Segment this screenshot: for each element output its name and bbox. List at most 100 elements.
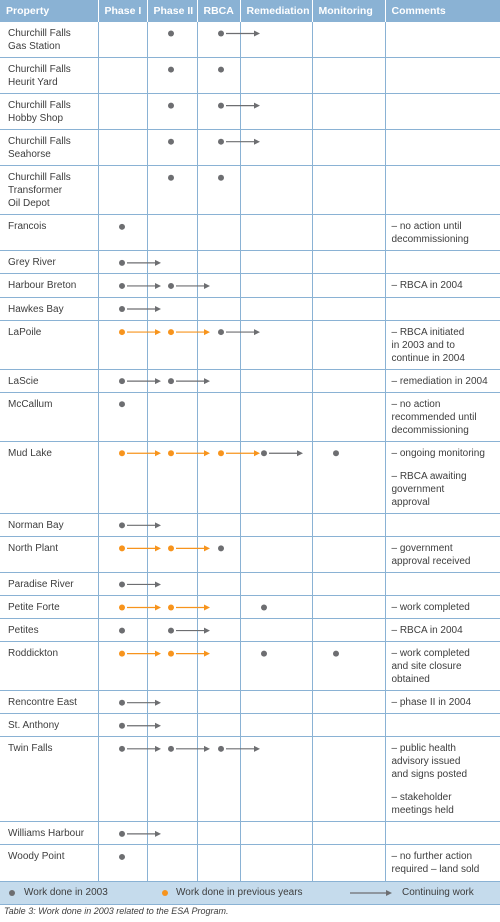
comment-line: decommissioning — [391, 234, 469, 246]
rbca-cell — [196, 441, 240, 514]
comments-cell: – government approval received — [384, 536, 500, 573]
monitoring-cell — [311, 273, 385, 298]
table-row: Petite Forte – work completed — [0, 595, 500, 620]
phase2-cell — [146, 297, 197, 321]
property-cell: Churchill Falls Gas Station — [0, 22, 98, 59]
monitoring-cell — [311, 713, 385, 738]
rbca-cell — [196, 250, 240, 275]
property-name-line: Seahorse — [8, 149, 51, 161]
property-cell: Petites — [0, 618, 98, 643]
phase1-cell — [97, 595, 147, 620]
phase2-cell — [146, 129, 197, 167]
remediation-cell — [239, 165, 312, 216]
rbca-cell — [196, 536, 240, 573]
property-cell: St. Anthony — [0, 713, 98, 738]
table-row: McCallum – no action recommended until deco… — [0, 392, 500, 442]
property-name-line: Heurit Yard — [8, 77, 58, 89]
comments-cell: – remediation in 2004 — [384, 369, 500, 393]
rbca-cell — [196, 513, 240, 537]
remediation-cell — [239, 297, 312, 321]
remediation-cell — [239, 844, 312, 882]
comment-line: in 2003 and to — [391, 339, 455, 351]
remediation-cell — [239, 736, 312, 823]
rbca-cell — [196, 690, 240, 715]
monitoring-cell — [311, 165, 385, 216]
property-cell: McCallum — [0, 392, 98, 442]
comments-cell: – phase II in 2004 — [384, 690, 500, 715]
monitoring-cell — [311, 22, 385, 59]
comment-line: – no further action — [391, 851, 473, 863]
header-monitoring: Monitoring — [311, 0, 385, 22]
comments-cell — [384, 821, 500, 846]
comment-line: government — [391, 483, 445, 495]
rbca-cell — [196, 713, 240, 738]
comment-line: – RBCA in 2004 — [391, 625, 463, 637]
phase1-cell — [97, 250, 147, 275]
table-row: Paradise River — [0, 572, 500, 597]
property-name-line: St. Anthony — [8, 720, 60, 732]
property-cell: Churchill Falls Hobby Shop — [0, 93, 98, 131]
phase2-cell — [146, 250, 197, 275]
table-row: Harbour Breton – RBCA in 2004 — [0, 273, 500, 298]
phase2-cell — [146, 690, 197, 715]
comment-line: – stakeholder — [391, 792, 452, 804]
comments-cell: – work completed and site closure obtained — [384, 641, 500, 692]
phase1-cell — [97, 690, 147, 715]
comments-cell: – no action until decommissioning — [384, 214, 500, 252]
rbca-cell — [196, 22, 240, 59]
remediation-cell — [239, 572, 312, 597]
comments-cell: – work completed — [384, 595, 500, 620]
property-name-line: McCallum — [8, 398, 53, 410]
phase1-cell — [97, 369, 147, 393]
property-name-line: Rencontre East — [8, 697, 77, 709]
comments-cell: – public health advisory issued and signs … — [384, 736, 500, 823]
comment-line: meetings held — [391, 805, 454, 817]
comment-line: advisory issued — [391, 756, 461, 768]
monitoring-cell — [311, 572, 385, 597]
comment-line: obtained — [391, 674, 430, 686]
remediation-cell — [239, 214, 312, 252]
comment-line: decommissioning — [391, 424, 469, 436]
property-cell: Petite Forte — [0, 595, 98, 620]
phase1-cell — [97, 320, 147, 370]
remediation-cell — [239, 392, 312, 442]
rbca-cell — [196, 214, 240, 252]
rbca-cell — [196, 572, 240, 597]
header-phase-1: Phase I — [97, 0, 147, 22]
phase1-cell — [97, 713, 147, 738]
monitoring-cell — [311, 297, 385, 321]
property-name-line: Churchill Falls — [8, 28, 71, 39]
monitoring-cell — [311, 129, 385, 167]
phase1-cell — [97, 844, 147, 882]
comment-line: – RBCA awaiting — [391, 470, 467, 482]
table-row: Woody Point – no further action required –… — [0, 844, 500, 882]
phase2-cell — [146, 214, 197, 252]
phase2-cell — [146, 369, 197, 393]
comment-line: – public health — [391, 743, 457, 755]
legend-previous-dot-icon — [162, 890, 168, 896]
monitoring-cell — [311, 844, 385, 882]
rbca-cell — [196, 165, 240, 216]
comments-cell — [384, 250, 500, 275]
table-header-row: Property Phase I Phase II RBCA Remediati… — [0, 0, 500, 22]
property-name-line: Churchill Falls — [8, 64, 71, 76]
property-cell: Rencontre East — [0, 690, 98, 715]
table-row: Francois – no action until decommissioning — [0, 214, 500, 252]
rbca-cell — [196, 736, 240, 823]
monitoring-cell — [311, 821, 385, 846]
monitoring-cell — [311, 93, 385, 131]
property-cell: LaPoile — [0, 320, 98, 370]
property-name-line: Hobby Shop — [8, 113, 64, 125]
property-cell: Twin Falls — [0, 736, 98, 823]
phase2-cell — [146, 441, 197, 514]
table-row: Churchill Falls Seahorse — [0, 129, 500, 167]
phase2-cell — [146, 273, 197, 298]
property-cell: Harbour Breton — [0, 273, 98, 298]
remediation-cell — [239, 690, 312, 715]
remediation-cell — [239, 93, 312, 131]
table-row: Hawkes Bay — [0, 297, 500, 321]
property-name-line: Roddickton — [8, 648, 59, 660]
table-body: Churchill Falls Gas Station Churchill Fall… — [0, 22, 500, 882]
comments-cell: – ongoing monitoring – RBCA awaiting gover… — [384, 441, 500, 514]
rbca-cell — [196, 129, 240, 167]
